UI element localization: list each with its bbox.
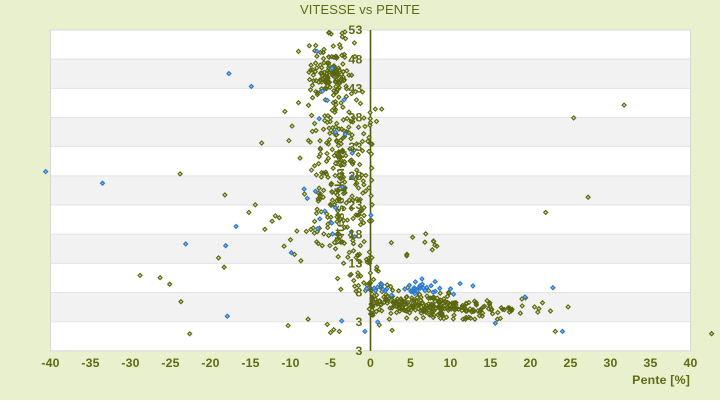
svg-text:3: 3	[355, 344, 362, 358]
svg-text:48: 48	[348, 52, 362, 66]
svg-text:35: 35	[643, 356, 657, 370]
svg-text:Pente [%]: Pente [%]	[632, 373, 690, 387]
svg-text:38: 38	[348, 111, 362, 125]
svg-text:5: 5	[407, 356, 414, 370]
svg-text:33: 33	[348, 140, 362, 154]
svg-text:40: 40	[683, 356, 697, 370]
svg-text:-10: -10	[281, 356, 299, 370]
svg-text:Vitesse [km/h]: Vitesse [km/h]	[333, 150, 347, 246]
svg-text:8: 8	[355, 286, 362, 300]
svg-text:53: 53	[348, 23, 362, 37]
svg-text:VITESSE vs PENTE: VITESSE vs PENTE	[300, 2, 420, 17]
svg-text:-25: -25	[161, 356, 179, 370]
svg-text:30: 30	[603, 356, 617, 370]
svg-text:-20: -20	[201, 356, 219, 370]
svg-text:-15: -15	[241, 356, 259, 370]
svg-text:3: 3	[355, 315, 362, 329]
svg-text:-35: -35	[81, 356, 99, 370]
svg-text:28: 28	[348, 169, 362, 183]
svg-text:25: 25	[563, 356, 577, 370]
svg-text:0: 0	[367, 356, 374, 370]
svg-text:-5: -5	[325, 356, 336, 370]
svg-text:20: 20	[523, 356, 537, 370]
svg-text:15: 15	[483, 356, 497, 370]
svg-text:-40: -40	[41, 356, 59, 370]
svg-text:13: 13	[348, 257, 362, 271]
svg-text:10: 10	[443, 356, 457, 370]
svg-text:23: 23	[348, 198, 362, 212]
svg-text:18: 18	[348, 227, 362, 241]
svg-text:43: 43	[348, 82, 362, 96]
svg-text:-30: -30	[121, 356, 139, 370]
